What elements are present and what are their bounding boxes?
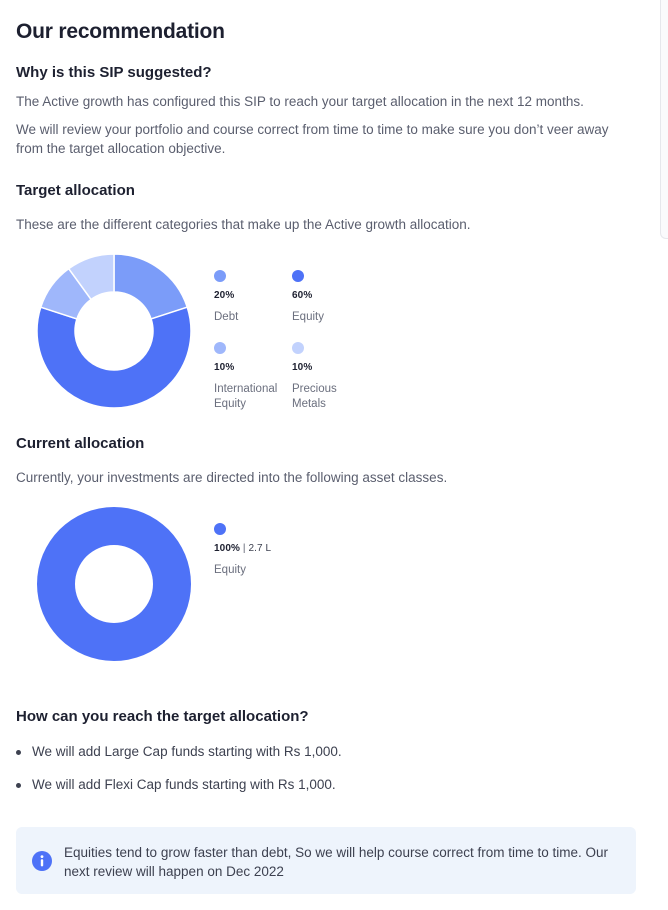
legend-item-precious-metals: 10% Precious Metals — [292, 342, 370, 412]
why-heading: Why is this SIP suggested? — [16, 64, 212, 81]
target-slice-equity — [37, 306, 191, 408]
why-paragraph-1: The Active growth has configured this SI… — [16, 94, 584, 109]
page-title: Our recommendation — [16, 20, 225, 43]
legend-label: Equity — [214, 564, 246, 576]
legend-value: 10% — [214, 362, 235, 373]
target-slice-precious-metals — [67, 254, 115, 301]
why-paragraph-2: We will review your portfolio and course… — [16, 122, 609, 156]
legend-amount: 2.7 L — [248, 543, 272, 554]
current-allocation-donut — [37, 507, 191, 661]
legend-item-equity: 60% Equity — [292, 270, 370, 325]
legend-dot — [214, 342, 226, 354]
info-icon — [32, 851, 52, 871]
target-allocation-donut — [37, 254, 191, 408]
target-slice-debt — [113, 254, 189, 320]
legend-label: Precious Metals — [292, 383, 337, 410]
legend-label: Debt — [214, 311, 239, 323]
scrollbar[interactable] — [660, 0, 668, 239]
legend-dot — [214, 523, 226, 535]
legend-value: 20% — [214, 290, 235, 301]
legend-item-current-equity: 100% | 2.7 L Equity — [214, 523, 334, 578]
legend-value: 100% | 2.7 L — [214, 543, 272, 554]
legend-dot — [214, 270, 226, 282]
current-allocation-heading: Current allocation — [16, 435, 145, 452]
legend-item-debt: 20% Debt — [214, 270, 292, 325]
info-callout: Equities tend to grow faster than debt, … — [16, 827, 636, 894]
target-allocation-description: These are the different categories that … — [16, 217, 471, 232]
reach-target-heading: How can you reach the target allocation? — [16, 708, 309, 725]
current-allocation-description: Currently, your investments are directed… — [16, 470, 448, 485]
legend-label: International Equity — [214, 383, 278, 410]
legend-value: 10% — [292, 362, 313, 373]
legend-percent: 100% — [214, 543, 240, 554]
recommendation-list: We will add Large Cap funds starting wit… — [16, 742, 342, 808]
legend-dot — [292, 270, 304, 282]
target-allocation-heading: Target allocation — [16, 182, 135, 199]
info-text: Equities tend to grow faster than debt, … — [64, 845, 608, 879]
legend-dot — [292, 342, 304, 354]
current-slice-equity — [37, 507, 191, 661]
list-item: We will add Flexi Cap funds starting wit… — [16, 775, 342, 794]
legend-item-international-equity: 10% International Equity — [214, 342, 292, 412]
list-item: We will add Large Cap funds starting wit… — [16, 742, 342, 761]
legend-label: Equity — [292, 311, 324, 323]
legend-value: 60% — [292, 290, 313, 301]
